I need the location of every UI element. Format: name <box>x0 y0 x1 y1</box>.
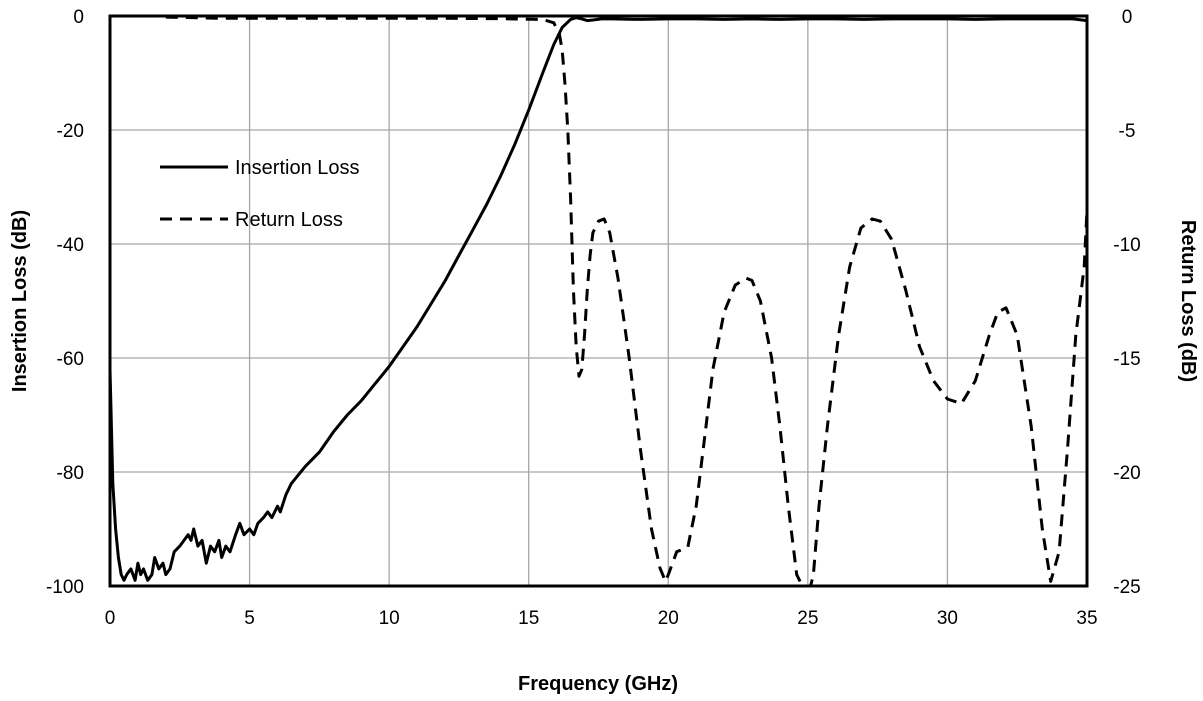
y-tick-label-left: -80 <box>57 463 84 484</box>
legend-label-insertion-loss: Insertion Loss <box>235 157 360 179</box>
y-tick-label-left: -20 <box>57 121 84 142</box>
y-tick-label-right: 0 <box>1122 7 1133 28</box>
y-tick-label-right: -10 <box>1113 235 1140 256</box>
y-axis-title-right: Return Loss (dB) <box>1177 220 1199 382</box>
y-tick-label-left: -60 <box>57 349 84 370</box>
legend: Insertion Loss Return Loss <box>160 157 360 231</box>
x-tick-label: 30 <box>937 608 958 629</box>
x-tick-label: 35 <box>1076 608 1097 629</box>
y-tick-label-left: -100 <box>46 577 84 598</box>
y-tick-label-right: -20 <box>1113 463 1140 484</box>
series-line-return-loss <box>165 15 1089 588</box>
x-tick-label: 10 <box>379 608 400 629</box>
y-tick-label-left: -40 <box>57 235 84 256</box>
y-tick-label-right: -5 <box>1119 121 1136 142</box>
grid <box>110 16 1087 586</box>
x-tick-label: 5 <box>244 608 255 629</box>
series-line-insertion-loss <box>108 16 1088 582</box>
tick-labels: 0 5 10 15 20 25 30 35 0 -20 -40 -60 -80 -100 0 -5 -10 -15… <box>46 7 1141 629</box>
x-tick-label: 0 <box>105 608 116 629</box>
y-tick-label-right: -15 <box>1113 349 1140 370</box>
plot-frame <box>108 14 1089 588</box>
x-axis-title: Frequency (GHz) <box>518 673 678 695</box>
series-layer <box>108 15 1089 588</box>
y-tick-label-right: -25 <box>1113 577 1140 598</box>
y-tick-label-left: 0 <box>73 7 84 28</box>
y-axis-title-left: Insertion Loss (dB) <box>9 210 31 392</box>
x-tick-label: 15 <box>518 608 539 629</box>
x-tick-label: 25 <box>797 608 818 629</box>
x-tick-label: 20 <box>658 608 679 629</box>
legend-label-return-loss: Return Loss <box>235 209 343 231</box>
